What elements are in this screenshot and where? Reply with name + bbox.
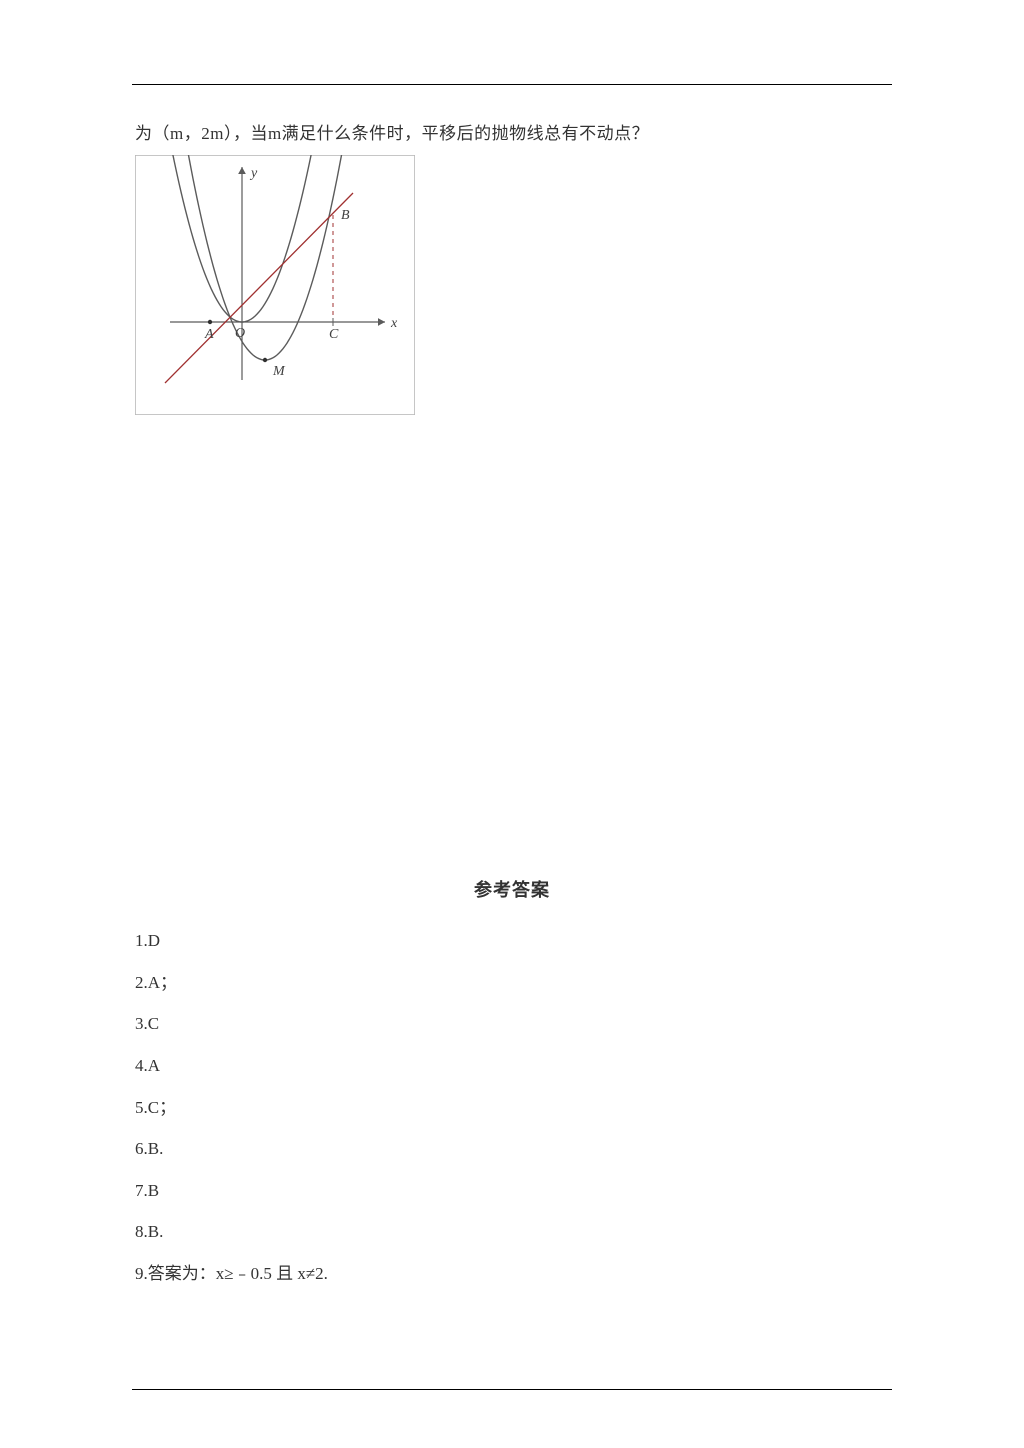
answer-item: 6.B. <box>135 1128 328 1170</box>
svg-text:C: C <box>329 327 339 342</box>
answers-heading: 参考答案 <box>0 876 1024 902</box>
answers-list: 1.D2.A；3.C4.A5.C；6.B.7.B8.B.9.答案为：x≥﹣0.5… <box>135 920 328 1295</box>
svg-text:M: M <box>272 364 286 379</box>
page: 为（m，2m），当m满足什么条件时，平移后的抛物线总有不动点？ AOCMByx … <box>0 0 1024 1448</box>
parabola-diagram: A O C M By x <box>135 155 415 415</box>
answer-item: 7.B <box>135 1170 328 1212</box>
answer-item: 8.B. <box>135 1211 328 1253</box>
answer-item: 2.A； <box>135 962 328 1004</box>
answer-item: 3.C <box>135 1003 328 1045</box>
answer-item: 1.D <box>135 920 328 962</box>
svg-text:B: B <box>341 208 350 223</box>
svg-text:A: A <box>204 327 214 342</box>
question-text: 为（m，2m），当m满足什么条件时，平移后的抛物线总有不动点？ <box>135 118 649 150</box>
header-rule <box>132 84 892 85</box>
answer-item: 9.答案为：x≥﹣0.5 且 x≠2. <box>135 1253 328 1295</box>
footer-rule <box>132 1389 892 1390</box>
svg-text:x: x <box>390 316 398 331</box>
answer-item: 4.A <box>135 1045 328 1087</box>
svg-text:O: O <box>235 326 245 341</box>
answer-item: 5.C； <box>135 1087 328 1129</box>
svg-text:y: y <box>249 166 258 181</box>
